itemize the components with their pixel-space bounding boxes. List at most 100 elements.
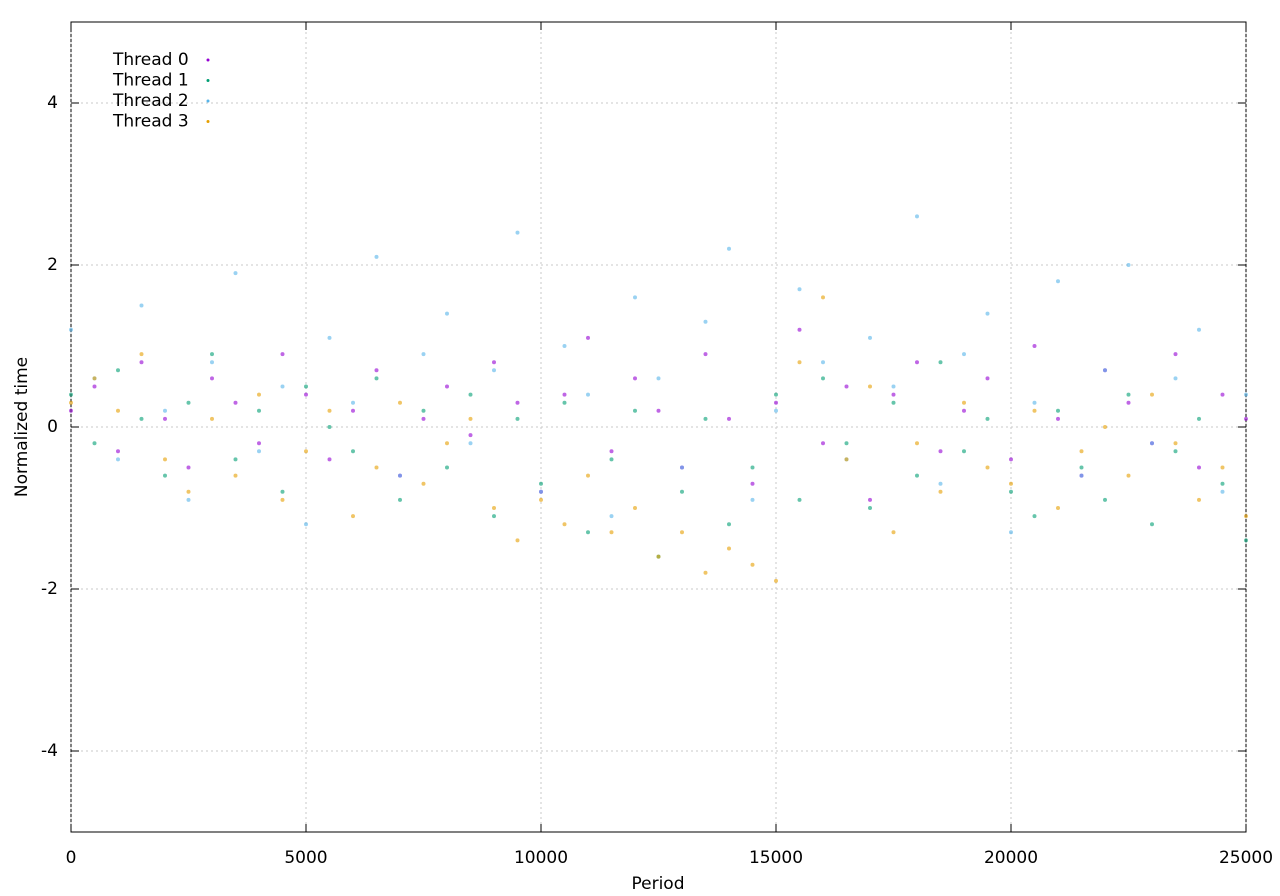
point — [139, 352, 144, 357]
point — [656, 408, 661, 413]
point — [92, 384, 97, 389]
point — [1220, 392, 1225, 397]
point — [915, 473, 919, 478]
point — [327, 425, 332, 429]
point — [1173, 441, 1178, 446]
point — [1150, 441, 1154, 446]
point — [163, 408, 167, 413]
point — [468, 416, 473, 421]
point — [703, 352, 708, 357]
point — [421, 408, 426, 413]
point — [1103, 425, 1107, 429]
point — [374, 465, 379, 470]
point — [116, 449, 120, 454]
x-tick-label: 25000 — [1219, 848, 1273, 868]
point — [233, 271, 238, 276]
point — [351, 408, 355, 413]
point — [609, 514, 614, 519]
legend-label: Thread 0 — [112, 50, 189, 70]
x-axis-label: Period — [631, 874, 684, 894]
point — [633, 408, 637, 413]
point — [210, 416, 214, 421]
point — [633, 295, 637, 300]
point — [727, 246, 731, 251]
point — [633, 506, 637, 510]
legend-label: Thread 3 — [112, 112, 189, 132]
point — [1079, 449, 1084, 454]
point — [69, 392, 73, 397]
legend-marker — [206, 120, 210, 123]
point — [1197, 327, 1201, 332]
point — [421, 481, 426, 486]
point — [1126, 400, 1131, 405]
point — [727, 546, 731, 551]
point — [327, 457, 332, 462]
point — [868, 506, 872, 510]
point — [680, 530, 684, 535]
point — [774, 392, 778, 397]
series — [69, 295, 1248, 583]
point — [515, 230, 520, 235]
point — [1244, 392, 1248, 397]
point — [116, 368, 120, 373]
legend-marker — [206, 58, 210, 62]
point — [233, 457, 238, 462]
point — [421, 352, 426, 357]
point — [257, 441, 261, 446]
point — [609, 457, 614, 462]
point — [1244, 416, 1248, 421]
point — [633, 376, 637, 381]
point — [962, 352, 966, 357]
point — [1126, 392, 1131, 397]
point — [1220, 489, 1225, 494]
point — [139, 360, 144, 365]
series — [69, 214, 1248, 535]
point — [539, 481, 543, 486]
point — [586, 335, 590, 340]
point — [1009, 457, 1013, 462]
point — [233, 400, 238, 405]
point — [69, 400, 73, 405]
point — [421, 416, 426, 421]
point — [1220, 465, 1225, 470]
point — [1244, 514, 1248, 519]
point — [586, 530, 590, 535]
point — [1032, 514, 1037, 519]
point — [915, 441, 919, 446]
point — [233, 473, 238, 478]
point — [1056, 506, 1060, 510]
point — [515, 538, 520, 543]
x-tick-label: 15000 — [749, 848, 803, 868]
point — [680, 465, 684, 470]
point — [1103, 368, 1107, 373]
point — [304, 449, 308, 454]
point — [186, 489, 191, 494]
point — [562, 344, 567, 348]
point — [750, 481, 755, 486]
y-tick-label: -2 — [41, 579, 58, 599]
point — [797, 287, 802, 292]
point — [1009, 481, 1013, 486]
point — [821, 295, 825, 300]
point — [280, 384, 285, 389]
point — [985, 416, 990, 421]
point — [163, 416, 167, 421]
point — [985, 376, 990, 381]
point — [1056, 416, 1060, 421]
point — [703, 319, 708, 324]
point — [938, 481, 943, 486]
legend-label: Thread 2 — [112, 91, 189, 111]
point — [797, 360, 802, 365]
point — [398, 497, 402, 502]
point — [492, 506, 496, 510]
point — [1032, 344, 1037, 348]
point — [92, 441, 97, 446]
point — [445, 311, 449, 316]
x-tick-label: 20000 — [984, 848, 1038, 868]
legend-label: Thread 1 — [112, 71, 189, 91]
x-tick-label: 0 — [66, 848, 77, 868]
point — [609, 449, 614, 454]
point — [844, 457, 849, 462]
legend-marker — [206, 79, 210, 82]
point — [703, 416, 708, 421]
